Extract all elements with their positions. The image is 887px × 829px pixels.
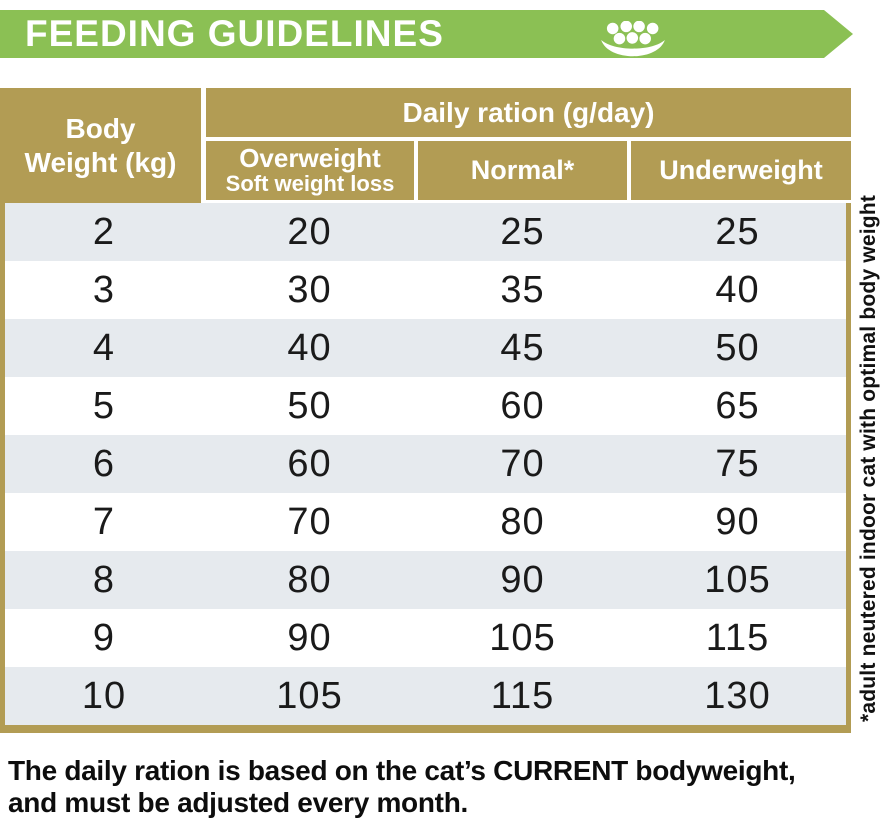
cell-underweight: 75 [715,442,760,485]
cell-body-weight: 3 [92,268,116,311]
cell-underweight: 90 [715,500,760,543]
cell-underweight: 105 [704,558,771,601]
cell-normal: 35 [500,268,545,311]
header-overweight-label: Overweight [239,143,381,173]
cell-normal: 45 [500,326,545,369]
cell-body-weight: 5 [92,384,116,427]
cell-overweight: 20 [287,210,332,253]
table-body: 2 20 25 25 3 30 35 40 4 40 45 50 5 50 60… [0,203,851,733]
header-overweight-sublabel: Soft weight loss [225,171,395,196]
table-row: 5 50 60 65 [5,377,846,435]
cell-body-weight: 9 [92,616,116,659]
cell-normal: 80 [500,500,545,543]
cell-overweight: 50 [287,384,332,427]
banner-title: FEEDING GUIDELINES [25,13,444,54]
banner: FEEDING GUIDELINES [0,10,853,58]
table-row: 10 105 115 130 [5,667,846,725]
footer-note: The daily ration is based on the cat’s C… [8,755,796,819]
cell-underweight: 25 [715,210,760,253]
cell-normal: 25 [500,210,545,253]
cell-overweight: 70 [287,500,332,543]
cell-overweight: 105 [276,674,343,717]
cell-body-weight: 2 [92,210,116,253]
header-overweight: Overweight Soft weight loss [206,141,414,200]
food-bowl-icon [601,21,665,57]
header-daily-ration: Daily ration (g/day) [206,88,851,137]
cell-overweight: 30 [287,268,332,311]
cell-overweight: 90 [287,616,332,659]
side-note-vertical: *adult neutered indoor cat with optimal … [857,194,880,722]
cell-underweight: 130 [704,674,771,717]
cell-normal: 70 [500,442,545,485]
cell-underweight: 115 [705,616,770,659]
table-row: 8 80 90 105 [5,551,846,609]
cell-underweight: 40 [715,268,760,311]
cell-body-weight: 10 [81,674,127,717]
cell-body-weight: 4 [92,326,116,369]
cell-overweight: 60 [287,442,332,485]
table-row: 2 20 25 25 [5,203,846,261]
header-body-weight-line2: Weight (kg) [24,146,177,178]
feeding-table: Body Weight (kg) Daily ration (g/day) Ov… [0,88,851,733]
footer-note-line2: and must be adjusted every month. [8,787,468,818]
header-body-weight-line1: Body [65,112,136,144]
cell-normal: 90 [500,558,545,601]
cell-overweight: 80 [287,558,332,601]
table-row: 3 30 35 40 [5,261,846,319]
cell-normal: 60 [500,384,545,427]
cell-body-weight: 7 [92,500,116,543]
header-body-weight: Body Weight (kg) [0,88,201,203]
footer-note-line1: The daily ration is based on the cat’s C… [8,755,796,786]
cell-underweight: 50 [715,326,760,369]
table-row: 9 90 105 115 [5,609,846,667]
cell-body-weight: 8 [92,558,116,601]
cell-overweight: 40 [287,326,332,369]
header-normal: Normal* [418,141,627,200]
table-row: 6 60 70 75 [5,435,846,493]
table-header: Body Weight (kg) Daily ration (g/day) Ov… [0,88,851,203]
cell-body-weight: 6 [92,442,116,485]
header-underweight: Underweight [631,141,851,200]
cell-normal: 105 [489,616,556,659]
cell-normal: 115 [490,674,555,717]
cell-underweight: 65 [715,384,760,427]
table-row: 4 40 45 50 [5,319,846,377]
table-row: 7 70 80 90 [5,493,846,551]
